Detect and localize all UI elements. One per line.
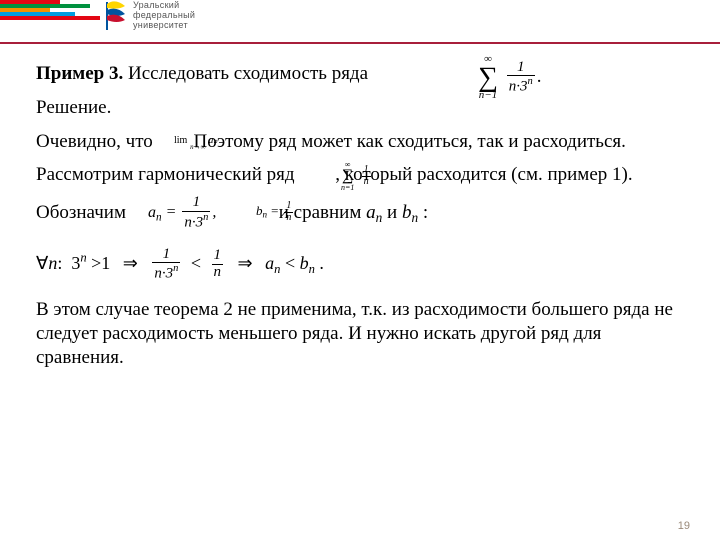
university-logo: Уральский федеральный университет (105, 0, 195, 32)
paragraph-denote: Обозначим an = 1 n·3n , bn = 1 n и сравн… (36, 201, 684, 227)
example-task: Исследовать сходимость ряда (123, 63, 368, 84)
paragraph-limit: Очевидно, что lim n→∞ aₙ Поэтому ряд мож… (36, 130, 684, 154)
slide-header: Уральский федеральный университет (0, 0, 720, 50)
header-divider (0, 42, 720, 44)
slide-content: Пример 3. Исследовать сходимость ряда ∞ … (0, 50, 720, 370)
paragraph-harmonic: Рассмотрим гармонический ряд ∞ ∑ n=1 1 n… (36, 163, 684, 187)
def-an: an = 1 n·3n , (148, 195, 216, 231)
def-bn: bn = 1 n (256, 201, 295, 223)
paragraph-solution-label: Решение. (36, 96, 684, 120)
paragraph-inequality: ∀n: 3n >1 ⇒ 1 n·3n < 1 n ⇒ an < bn . (36, 247, 684, 283)
uni-line3: университет (133, 21, 195, 31)
fraction: 1 n·3n (507, 60, 535, 96)
limit-formula: lim n→∞ aₙ (174, 134, 217, 152)
page-number: 19 (678, 520, 690, 532)
header-stripes (0, 0, 100, 20)
series-formula-1: ∞ ∑ n−1 1 n·3n . (476, 54, 541, 101)
logo-flag-icon (105, 0, 127, 32)
paragraph-example-title: Пример 3. Исследовать сходимость ряда ∞ … (36, 62, 684, 86)
sum-symbol: ∞ ∑ n−1 (478, 54, 498, 101)
limit-conclusion: Поэтому ряд может как сходиться, так и р… (194, 131, 626, 152)
stripe (0, 16, 100, 20)
harmonic-series-formula: ∞ ∑ n=1 1 n (339, 161, 373, 191)
example-label: Пример 3. (36, 63, 123, 84)
university-name: Уральский федеральный университет (133, 1, 195, 31)
paragraph-conclusion: В этом случае теорема 2 не применима, т.… (36, 298, 684, 369)
